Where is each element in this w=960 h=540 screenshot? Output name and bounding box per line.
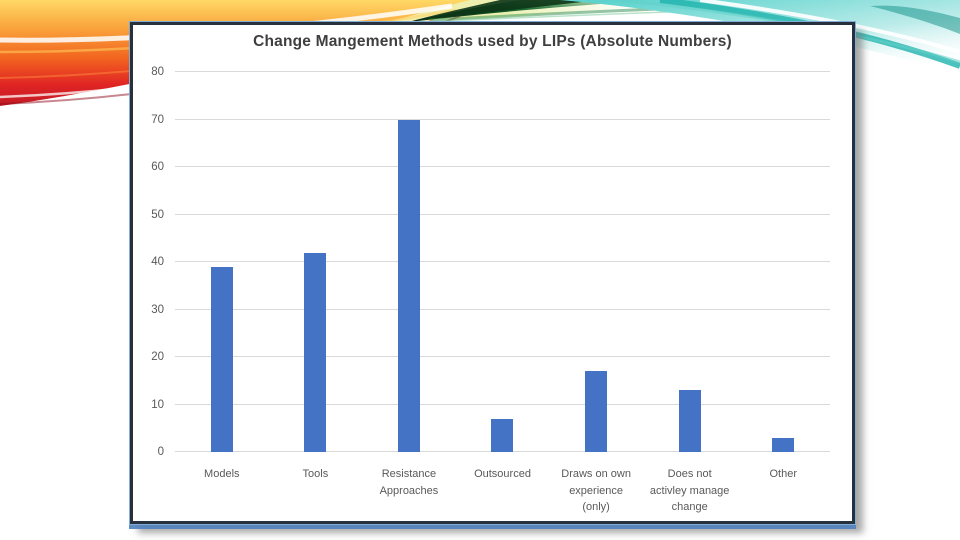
bar — [210, 266, 233, 452]
y-axis-labels: 0 10 20 30 40 50 60 70 80 — [133, 66, 169, 458]
y-tick-label: 50 — [151, 208, 164, 221]
bar-slot — [456, 72, 550, 452]
x-category-label: Other — [769, 468, 798, 480]
bar — [678, 390, 701, 452]
x-category-label: Tools — [302, 468, 329, 480]
bar-slot — [643, 72, 737, 452]
bar-slot — [549, 72, 643, 452]
chart-title: Change Mangement Methods used by LIPs (A… — [253, 33, 732, 50]
gridline — [175, 71, 830, 72]
y-tick-label: 80 — [151, 66, 164, 78]
bar — [585, 371, 608, 452]
y-tick-label: 60 — [151, 161, 164, 173]
bar — [772, 437, 795, 452]
gridline — [175, 261, 830, 262]
x-category-label: Does not activley manage change — [649, 468, 730, 513]
gridline — [175, 118, 830, 120]
gridline — [175, 403, 830, 405]
gridline — [175, 308, 830, 310]
bar-slot — [175, 72, 269, 452]
bar — [491, 418, 514, 452]
y-tick-label: 0 — [157, 446, 164, 458]
bar-slot — [269, 72, 363, 452]
y-tick-label: 20 — [151, 351, 164, 363]
bar-slot — [362, 72, 456, 452]
y-tick-label: 30 — [151, 303, 164, 316]
x-category-label: Draws on own experience (only) — [561, 468, 631, 513]
gridline — [175, 213, 830, 215]
x-axis-labels: Models Tools Resistance Approaches Outsourc… — [175, 458, 830, 516]
x-category-label: Models — [204, 468, 240, 480]
y-tick-label: 40 — [151, 256, 164, 268]
bar — [304, 252, 327, 452]
gridline — [175, 166, 830, 167]
y-tick-label: 70 — [151, 113, 164, 126]
chart-window: Change Mangement Methods used by LIPs (A… — [129, 22, 856, 529]
y-tick-label: 10 — [151, 398, 164, 411]
plot-area — [175, 71, 830, 452]
x-category-label: Outsourced — [474, 468, 531, 480]
bar-slot — [736, 72, 830, 452]
x-category-label: Resistance Approaches — [379, 468, 439, 497]
bar — [397, 119, 420, 452]
gridline — [175, 356, 830, 357]
